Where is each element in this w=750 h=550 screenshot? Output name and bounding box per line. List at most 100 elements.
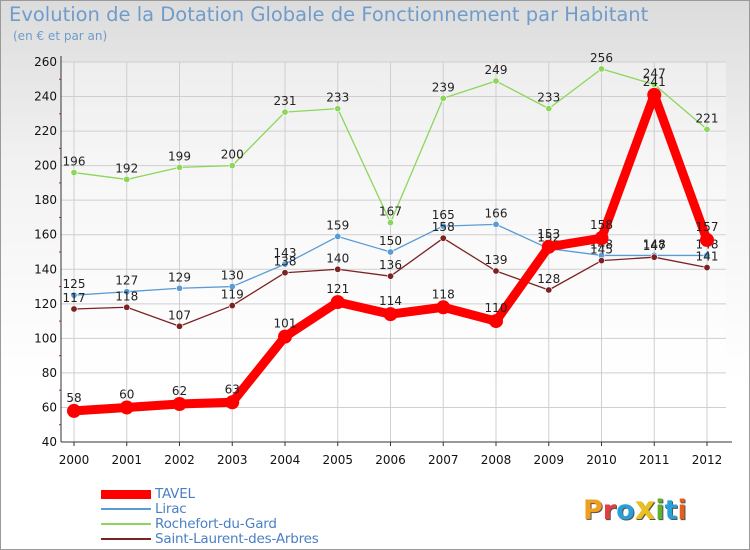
y-tick-label: 120 — [34, 297, 57, 311]
data-point-rochefort-du-gard — [597, 65, 605, 73]
x-tick-label: 2003 — [217, 453, 248, 467]
data-label-rochefort-du-gard: 167 — [379, 205, 402, 219]
y-tick-label: 260 — [34, 55, 57, 69]
data-point-rochefort-du-gard — [123, 175, 131, 183]
x-tick-label: 2004 — [270, 453, 301, 467]
data-label-lirac: 150 — [379, 234, 402, 248]
data-point-saint-laurent-des-arbres — [228, 302, 236, 310]
data-label-tavel: 121 — [326, 282, 349, 296]
data-point-lirac — [703, 251, 711, 259]
data-label-lirac: 143 — [274, 246, 297, 260]
data-label-lirac: 127 — [115, 274, 138, 288]
data-point-lirac — [439, 222, 447, 230]
data-label-saint-laurent-des-arbres: 139 — [485, 253, 508, 267]
logo-letter: i — [677, 495, 687, 526]
legend-label: Rochefort-du-Gard — [155, 516, 277, 532]
proxiti-logo: Proxiti — [583, 489, 687, 527]
data-point-tavel — [541, 239, 556, 254]
series-saint-laurent-des-arbres: 117 118 107 119 138 140 136 158 139 128 145 147 141 — [63, 220, 719, 330]
logo-letter: x — [634, 489, 656, 527]
data-label-rochefort-du-gard: 247 — [643, 66, 666, 80]
data-label-saint-laurent-des-arbres: 117 — [63, 291, 86, 305]
data-label-saint-laurent-des-arbres: 158 — [432, 220, 455, 234]
logo-letter: r — [602, 495, 617, 526]
data-label-rochefort-du-gard: 233 — [537, 91, 560, 105]
series-lirac: 125127129130143159150165166152148148148 — [63, 206, 718, 299]
data-point-saint-laurent-des-arbres — [281, 269, 289, 277]
data-label-saint-laurent-des-arbres: 107 — [168, 308, 191, 322]
data-point-rochefort-du-gard — [545, 105, 553, 113]
data-label-saint-laurent-des-arbres: 140 — [326, 251, 349, 265]
data-label-saint-laurent-des-arbres: 119 — [221, 288, 244, 302]
data-point-rochefort-du-gard — [703, 125, 711, 133]
data-label-tavel: 58 — [66, 391, 81, 405]
legend-swatch — [101, 489, 151, 499]
data-label-saint-laurent-des-arbres: 138 — [274, 255, 297, 269]
series-rochefort-du-gard: 196 192 199 200 231 233 167 239 249 233 256 247 221 — [63, 51, 719, 227]
data-point-tavel — [278, 329, 292, 344]
logo-letter: P — [583, 495, 603, 526]
data-label-tavel: 241 — [643, 75, 666, 89]
y-tick-label: 80 — [42, 366, 57, 380]
data-point-saint-laurent-des-arbres — [545, 286, 553, 294]
y-tick-label: 200 — [34, 159, 57, 173]
data-point-tavel — [172, 397, 187, 411]
data-point-tavel — [436, 300, 451, 315]
data-label-lirac: 166 — [485, 206, 508, 220]
data-label-rochefort-du-gard: 239 — [432, 80, 455, 94]
data-label-lirac: 148 — [643, 237, 666, 251]
data-label-saint-laurent-des-arbres: 141 — [696, 250, 719, 264]
y-tick-label: 40 — [42, 435, 57, 449]
data-point-rochefort-du-gard — [492, 77, 500, 85]
data-point-lirac — [228, 283, 236, 291]
y-tick-label: 220 — [34, 124, 57, 138]
y-tick-label: 240 — [34, 90, 57, 104]
y-tick-label: 140 — [34, 262, 57, 276]
legend-label: TAVEL — [155, 486, 195, 502]
x-tick-label: 2007 — [428, 453, 459, 467]
data-point-lirac — [123, 288, 131, 296]
data-label-lirac: 165 — [432, 208, 455, 222]
data-point-tavel — [489, 314, 503, 329]
data-label-rochefort-du-gard: 199 — [168, 149, 191, 163]
x-tick-label: 2010 — [586, 453, 617, 467]
legend-label: Saint-Laurent-des-Arbres — [155, 531, 319, 547]
y-tick-label: 60 — [42, 400, 57, 414]
data-label-rochefort-du-gard: 192 — [115, 161, 138, 175]
data-label-saint-laurent-des-arbres: 145 — [590, 243, 613, 257]
series-tavel: 58 60 62 63 101 121 114 118 110 153 158 241 157 — [66, 75, 718, 418]
data-label-rochefort-du-gard: 231 — [274, 94, 297, 108]
data-label-rochefort-du-gard: 221 — [696, 111, 719, 125]
legend-swatch — [101, 523, 151, 525]
data-label-saint-laurent-des-arbres: 118 — [115, 289, 138, 303]
data-label-saint-laurent-des-arbres: 147 — [643, 239, 666, 253]
data-point-lirac — [70, 291, 78, 299]
legend-label: Lirac — [155, 501, 187, 517]
data-point-saint-laurent-des-arbres — [176, 322, 184, 330]
data-point-lirac — [386, 248, 394, 256]
data-label-lirac: 159 — [326, 218, 349, 232]
data-point-rochefort-du-gard — [176, 163, 184, 171]
data-point-saint-laurent-des-arbres — [123, 303, 131, 311]
x-tick-label: 2001 — [111, 453, 142, 467]
legend-swatch — [101, 508, 151, 510]
y-tick-label: 160 — [34, 228, 57, 242]
data-point-tavel — [383, 307, 398, 322]
data-point-saint-laurent-des-arbres — [650, 253, 658, 261]
x-tick-label: 2000 — [59, 453, 90, 467]
data-label-tavel: 62 — [172, 384, 187, 398]
data-point-lirac — [281, 260, 289, 268]
data-label-rochefort-du-gard: 249 — [485, 63, 508, 77]
x-tick-label: 2008 — [481, 453, 512, 467]
data-point-rochefort-du-gard — [650, 80, 658, 88]
data-point-rochefort-du-gard — [70, 169, 78, 177]
data-point-rochefort-du-gard — [386, 219, 394, 227]
x-tick-label: 2009 — [533, 453, 564, 467]
data-point-saint-laurent-des-arbres — [703, 264, 711, 272]
data-label-tavel: 110 — [485, 301, 508, 315]
data-point-lirac — [176, 284, 184, 292]
x-tick-label: 2012 — [692, 453, 723, 467]
data-label-tavel: 63 — [225, 382, 240, 396]
data-point-saint-laurent-des-arbres — [334, 265, 342, 273]
data-point-tavel — [594, 231, 609, 246]
